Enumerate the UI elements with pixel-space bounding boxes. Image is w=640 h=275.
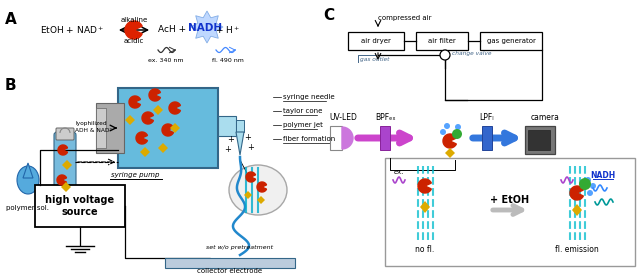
Text: +: + [225, 145, 232, 155]
Ellipse shape [229, 165, 287, 215]
Text: ex.: ex. [394, 169, 404, 175]
Circle shape [452, 129, 462, 139]
Circle shape [444, 123, 450, 129]
Bar [348, 32, 404, 50]
Text: lyophilized
ADH & NAD⁺: lyophilized ADH & NAD⁺ [75, 121, 113, 133]
Text: gas outlet: gas outlet [360, 56, 389, 62]
Text: air filter: air filter [428, 38, 456, 44]
Text: air dryer: air dryer [361, 38, 391, 44]
Circle shape [585, 177, 591, 183]
Text: fl. 490 nm: fl. 490 nm [212, 57, 244, 62]
Bar [218, 116, 236, 136]
Wedge shape [418, 179, 431, 193]
Text: NADH: NADH [188, 23, 222, 33]
Circle shape [440, 129, 446, 135]
Text: syringe pump: syringe pump [111, 172, 159, 178]
Polygon shape [61, 182, 71, 192]
Wedge shape [257, 182, 266, 192]
Text: gas generator: gas generator [486, 38, 536, 44]
Text: camera: camera [531, 114, 559, 122]
Text: high voltage
source: high voltage source [45, 195, 115, 217]
Polygon shape [420, 201, 430, 213]
Bar [480, 32, 542, 50]
Bar [482, 126, 492, 150]
Wedge shape [169, 102, 180, 114]
Bar [236, 120, 244, 132]
Polygon shape [23, 163, 33, 178]
Bar [416, 32, 468, 50]
Polygon shape [153, 105, 163, 115]
Text: C: C [323, 8, 334, 23]
Wedge shape [58, 145, 68, 155]
Polygon shape [158, 143, 168, 153]
Wedge shape [570, 186, 583, 200]
Circle shape [440, 50, 450, 60]
Polygon shape [257, 196, 265, 204]
Bar [385, 158, 635, 266]
Polygon shape [62, 160, 72, 170]
Circle shape [455, 124, 461, 130]
Text: + H$^+$: + H$^+$ [216, 24, 241, 36]
Text: AcH +: AcH + [158, 26, 186, 34]
Text: polymer jet: polymer jet [283, 122, 323, 128]
Text: NADH: NADH [590, 170, 616, 180]
Bar [96, 108, 106, 148]
Text: acidic: acidic [124, 38, 144, 44]
Text: +: + [228, 136, 234, 144]
Bar [118, 88, 218, 168]
Text: alkaline: alkaline [120, 17, 148, 23]
Text: LPFₗ: LPFₗ [480, 114, 494, 122]
Wedge shape [149, 89, 161, 101]
Bar [528, 130, 550, 150]
Text: syringe needle: syringe needle [283, 94, 335, 100]
Text: polymer sol.: polymer sol. [6, 205, 49, 211]
Wedge shape [443, 134, 456, 148]
Wedge shape [246, 172, 255, 182]
Wedge shape [129, 96, 140, 108]
Wedge shape [142, 112, 154, 124]
Circle shape [579, 178, 591, 190]
Text: +: + [244, 133, 252, 142]
Text: no fl.: no fl. [415, 246, 435, 254]
Polygon shape [125, 115, 135, 125]
Text: fl. emission: fl. emission [555, 246, 599, 254]
Circle shape [587, 190, 593, 196]
Text: set w/o pretreatment: set w/o pretreatment [207, 246, 273, 251]
Bar [96, 103, 124, 153]
Text: +: + [248, 144, 255, 153]
Text: + EtOH: + EtOH [490, 195, 529, 205]
Wedge shape [125, 21, 142, 39]
Polygon shape [236, 132, 244, 155]
Bar [165, 258, 295, 268]
Wedge shape [162, 124, 173, 136]
FancyBboxPatch shape [56, 128, 74, 140]
Polygon shape [572, 204, 582, 216]
Wedge shape [57, 175, 67, 185]
Text: fiber formation: fiber formation [283, 136, 335, 142]
Text: A: A [5, 12, 17, 27]
Text: compressed air: compressed air [378, 15, 432, 21]
Text: UV-LED: UV-LED [329, 114, 357, 122]
Bar [525, 126, 555, 154]
Ellipse shape [17, 166, 39, 194]
Text: ex. 340 nm: ex. 340 nm [148, 57, 184, 62]
Polygon shape [244, 191, 252, 199]
Polygon shape [445, 148, 455, 158]
Text: collector electrode: collector electrode [197, 268, 262, 274]
Bar [380, 126, 390, 150]
Polygon shape [140, 147, 150, 157]
Polygon shape [191, 11, 223, 43]
FancyBboxPatch shape [54, 132, 76, 203]
Polygon shape [170, 123, 180, 133]
Circle shape [590, 183, 596, 189]
Wedge shape [136, 132, 147, 144]
Text: change valve: change valve [452, 51, 492, 56]
Bar [330, 126, 342, 150]
Wedge shape [342, 127, 353, 149]
Text: taylor cone: taylor cone [283, 108, 323, 114]
Bar [35, 185, 125, 227]
Text: BPFₑₓ: BPFₑₓ [376, 114, 396, 122]
Text: EtOH + NAD$^+$: EtOH + NAD$^+$ [40, 24, 104, 36]
Text: B: B [5, 78, 17, 93]
